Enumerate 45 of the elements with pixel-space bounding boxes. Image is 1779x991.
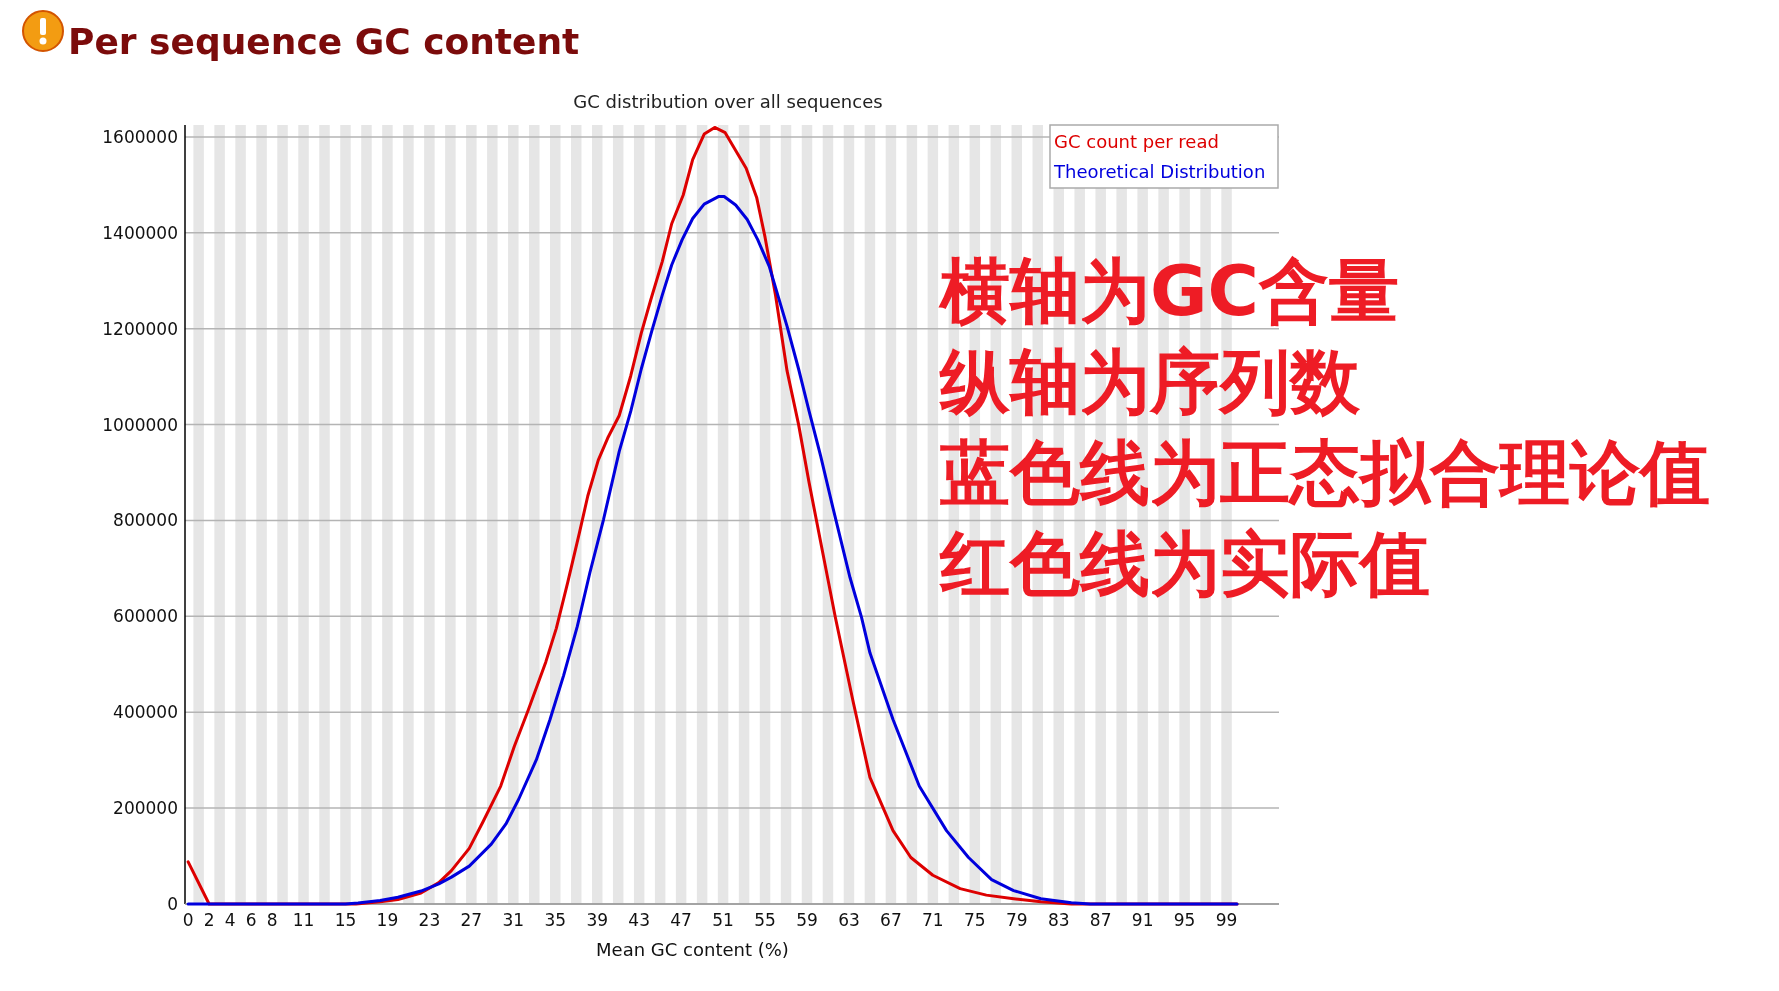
y-tick-label: 1600000 xyxy=(102,126,178,147)
x-tick-label: 11 xyxy=(292,910,315,930)
x-tick-label: 47 xyxy=(670,910,692,930)
x-tick-label: 75 xyxy=(964,910,986,930)
y-tick-label: 1400000 xyxy=(102,222,178,243)
x-tick-label: 15 xyxy=(334,910,357,930)
y-tick-label: 200000 xyxy=(113,798,178,819)
x-tick-label: 79 xyxy=(1005,910,1028,930)
x-tick-label: 55 xyxy=(754,910,776,930)
x-tick-label: 4 xyxy=(224,910,236,930)
y-tick-label: 800000 xyxy=(113,510,178,531)
legend: GC count per read Theoretical Distribution xyxy=(1049,124,1279,189)
y-tick-label: 400000 xyxy=(113,702,178,723)
x-tick-label: 71 xyxy=(922,910,944,930)
x-tick-label: 2 xyxy=(203,910,215,930)
annotation: 横轴为GC含量 xyxy=(938,250,1399,332)
x-tick-label: 31 xyxy=(502,910,525,930)
x-tick-label: 27 xyxy=(460,910,483,930)
x-tick-label: 0 xyxy=(182,910,194,930)
x-tick-label: 67 xyxy=(880,910,902,930)
x-tick-label: 59 xyxy=(796,910,818,930)
annotation: 蓝色线为正态拟合理论值 xyxy=(940,432,1710,514)
y-tick-label: 0 xyxy=(167,894,178,914)
x-tick-label: 23 xyxy=(418,910,441,930)
chart-title: Per sequence GC content xyxy=(68,21,580,62)
annotation: 纵轴为序列数 xyxy=(939,341,1361,423)
x-tick-label: 8 xyxy=(266,910,278,930)
y-tick-label: 1200000 xyxy=(102,318,178,339)
x-tick-label: 51 xyxy=(712,910,734,930)
x-tick-label: 35 xyxy=(544,910,567,930)
y-tick-label: 600000 xyxy=(113,606,178,627)
x-tick-label: 63 xyxy=(838,910,860,930)
x-tick-label: 91 xyxy=(1131,910,1154,930)
x-tick-label: 83 xyxy=(1047,910,1070,930)
x-axis-title: Mean GC content (%) xyxy=(596,939,789,960)
x-tick-label: 43 xyxy=(628,910,650,930)
x-tick-label: 99 xyxy=(1215,910,1238,930)
chart-subtitle: GC distribution over all sequences xyxy=(573,91,883,112)
y-tick-label: 1000000 xyxy=(102,414,178,435)
x-tick-label: 95 xyxy=(1173,910,1196,930)
x-tick-label: 39 xyxy=(586,910,609,930)
x-tick-label: 6 xyxy=(245,910,257,930)
annotation: 红色线为实际值 xyxy=(939,523,1430,605)
x-tick-label: 19 xyxy=(376,910,399,930)
x-tick-label: 87 xyxy=(1089,910,1112,930)
